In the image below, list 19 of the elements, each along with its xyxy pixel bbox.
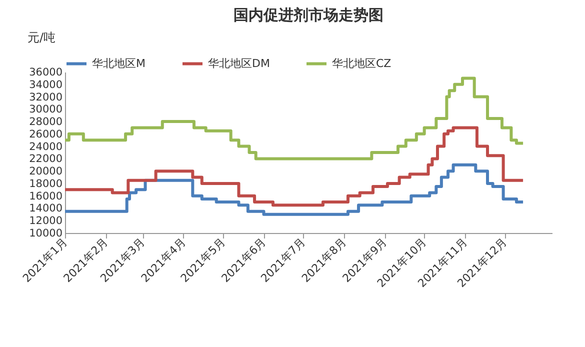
y-tick-label: 22000	[29, 153, 62, 166]
y-tick-label: 26000	[29, 128, 62, 140]
y-tick-label: 16000	[29, 190, 62, 202]
y-tick-label: 12000	[29, 215, 62, 228]
y-tick-label: 20000	[29, 166, 62, 178]
y-tick-label: 34000	[29, 78, 62, 91]
y-tick-label: 10000	[29, 228, 62, 240]
legend-label: 华北地区M	[92, 56, 146, 70]
legend-label: 华北地区CZ	[332, 56, 392, 70]
y-tick-label: 24000	[29, 140, 62, 153]
y-tick-label: 30000	[29, 104, 62, 116]
y-axis-title: 元/吨	[28, 30, 56, 44]
y-tick-label: 14000	[29, 202, 62, 215]
legend-label: 华北地区DM	[208, 56, 270, 70]
chart-title: 国内促进剂市场走势图	[234, 6, 384, 24]
y-tick-label: 18000	[29, 178, 62, 190]
y-tick-label: 36000	[29, 66, 62, 78]
y-tick-label: 28000	[29, 116, 62, 128]
y-tick-label: 32000	[29, 91, 62, 104]
